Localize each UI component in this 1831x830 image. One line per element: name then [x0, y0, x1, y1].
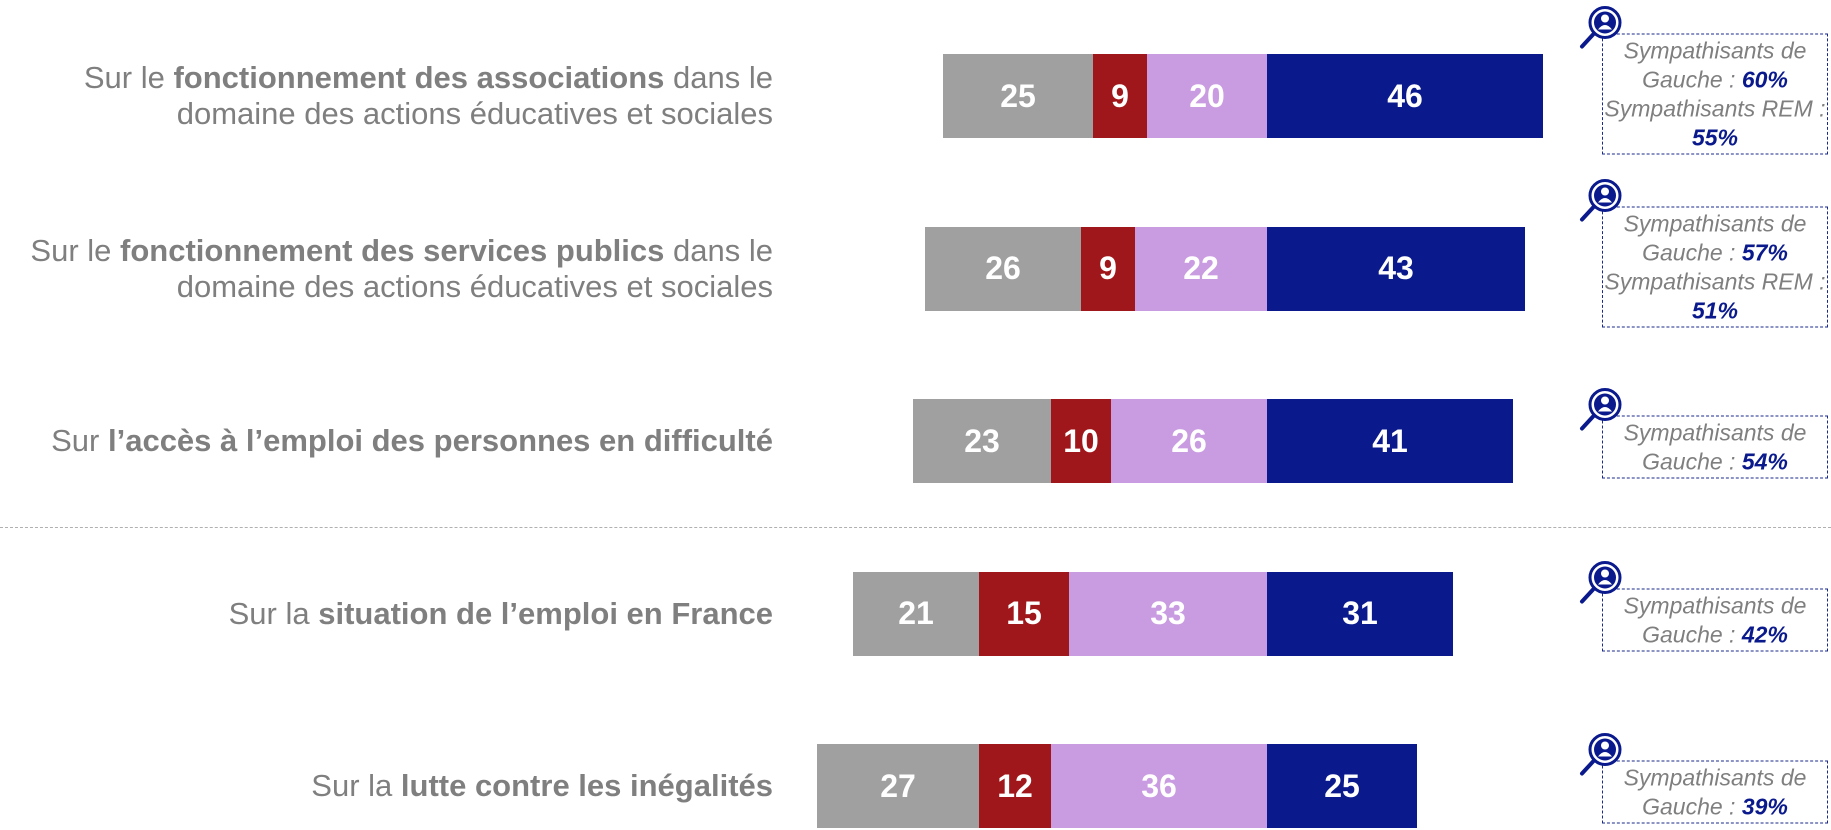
bar-segment: 25 [943, 54, 1093, 138]
annotation-label: Sympathisants REM : [1604, 95, 1826, 122]
annotation-label: Sympathisants de Gauche : [1623, 592, 1807, 647]
separator [0, 527, 1831, 529]
annotation-item: Sympathisants de Gauche : 39% [1603, 764, 1827, 822]
bar-segment: 41 [1267, 399, 1513, 483]
annotation-box: Sympathisants de Gauche : 54% [1580, 388, 1828, 479]
label-part: dans le domaine des actions éducatives e… [176, 60, 773, 131]
annotation-item: Sympathisants de Gauche : 54% [1603, 419, 1827, 477]
annotation-item: Sympathisants REM : 55% [1603, 95, 1827, 153]
value-label: 43 [1378, 250, 1414, 286]
annotation-value: 42% [1741, 621, 1788, 647]
label-part: Sur la [311, 768, 393, 803]
icon [1580, 6, 1622, 49]
label-part: situation de l’emploi en France [318, 595, 773, 631]
category-label: Sur la situation de l’emploi en France [0, 596, 773, 632]
annotation-box: Sympathisants de Gauche : 57% Sympathisan… [1580, 178, 1828, 327]
bar-segment: 15 [979, 571, 1069, 656]
label-part: fonctionnement des services publics [120, 232, 665, 268]
value-label: 36 [1141, 767, 1177, 804]
annotation-value: 60% [1741, 66, 1788, 93]
bar-segment: 25 [1267, 744, 1417, 828]
bar-segment: 43 [1267, 226, 1525, 311]
bar-segment: 33 [1069, 571, 1267, 656]
bar-segment: 27 [817, 744, 979, 828]
annotation-label: Sympathisants de Gauche : [1623, 419, 1807, 475]
category-label: Sur le fonctionnement des services publi… [0, 233, 773, 305]
value-label: 9 [1111, 77, 1129, 114]
value-label: 33 [1150, 595, 1186, 631]
bar-segment: 26 [925, 226, 1081, 311]
annotation-label: Sympathisants de Gauche : [1623, 210, 1807, 265]
icon [1580, 733, 1622, 776]
value-label: 12 [997, 767, 1033, 804]
annotation-value: 54% [1741, 448, 1788, 475]
value-label: 22 [1183, 250, 1219, 286]
bar-segment: 22 [1135, 226, 1267, 311]
annotation-value: 51% [1691, 297, 1739, 323]
bar-segment: 20 [1147, 54, 1267, 138]
value-label: 41 [1372, 422, 1408, 459]
label-part: dans le domaine des actions éducatives e… [176, 232, 773, 304]
value-label: 31 [1342, 595, 1378, 631]
label-part: Sur le [83, 60, 165, 95]
annotation-value: 55% [1691, 124, 1739, 151]
value-label: 21 [898, 595, 934, 631]
value-label: 27 [880, 767, 916, 804]
value-label: 20 [1189, 77, 1225, 114]
category-label: Sur l’accès à l’emploi des personnes en … [0, 423, 773, 459]
label-part: fonctionnement des associations [173, 60, 665, 95]
label-part: Sur la [228, 595, 310, 631]
icon [1580, 560, 1622, 603]
annotation-label: Sympathisants REM : [1604, 268, 1826, 294]
icon [1580, 388, 1622, 431]
bar-segment: 10 [1051, 399, 1111, 483]
bar-segment: 26 [1111, 399, 1267, 483]
value-label: 23 [964, 422, 1000, 459]
annotation-item: Sympathisants de Gauche : 57% [1603, 209, 1827, 267]
annotation-item: Sympathisants de Gauche : 60% [1603, 37, 1827, 95]
annotation-box: Sympathisants de Gauche : 39% [1580, 733, 1828, 824]
bar-segment: 12 [979, 744, 1051, 828]
value-label: 46 [1387, 77, 1423, 114]
category-label: Sur la lutte contre les inégalités [0, 768, 773, 804]
bar-segment: 46 [1267, 54, 1543, 138]
value-label: 15 [1006, 595, 1042, 631]
value-label: 10 [1063, 422, 1099, 459]
annotation-item: Sympathisants de Gauche : 42% [1603, 591, 1827, 649]
label-part: Sur [51, 423, 100, 458]
bar-segment: 31 [1267, 571, 1453, 656]
bar-segment: 36 [1051, 744, 1267, 828]
label-part: Sur le [30, 232, 112, 268]
value-label: 26 [1171, 422, 1207, 459]
annotation-box: Sympathisants de Gauche : 42% [1580, 560, 1828, 651]
value-label: 25 [1000, 77, 1036, 114]
annotation-label: Sympathisants de Gauche : [1623, 37, 1807, 93]
bar-segment: 21 [853, 571, 979, 656]
icon [1580, 178, 1622, 221]
annotation-box: Sympathisants de Gauche : 60% Sympathisan… [1580, 6, 1828, 155]
value-label: 25 [1324, 767, 1360, 804]
value-label: 9 [1099, 250, 1117, 286]
bar-segment: 9 [1093, 54, 1147, 138]
label-part: l’accès à l’emploi des personnes en diff… [107, 423, 773, 458]
annotation-value: 39% [1741, 793, 1788, 820]
category-label: Sur le fonctionnement des associations d… [0, 60, 773, 132]
bar-segment: 23 [913, 399, 1051, 483]
value-label: 26 [985, 250, 1021, 286]
annotation-value: 57% [1741, 239, 1788, 265]
bar-segment: 9 [1081, 226, 1135, 311]
annotation-item: Sympathisants REM : 51% [1603, 267, 1827, 325]
annotation-label: Sympathisants de Gauche : [1623, 764, 1807, 820]
label-part: lutte contre les inégalités [400, 768, 773, 803]
